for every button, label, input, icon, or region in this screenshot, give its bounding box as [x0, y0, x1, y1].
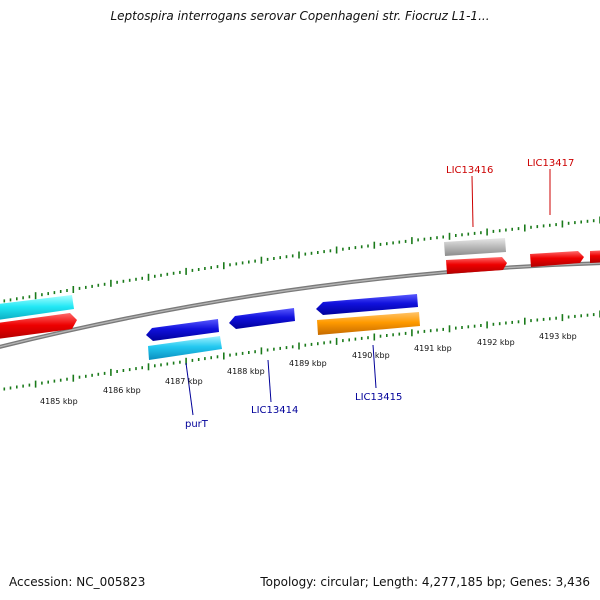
kbp-label: 4185 kbp — [40, 397, 78, 406]
gene-feature[interactable] — [446, 257, 507, 274]
topology-label: Topology: circular; Length: 4,277,185 bp… — [260, 575, 590, 589]
gene-feature[interactable] — [0, 295, 74, 321]
gene-label-purt[interactable]: purT — [185, 419, 209, 430]
kbp-label: 4193 kbp — [539, 332, 577, 341]
gene-feature[interactable] — [229, 308, 295, 329]
kbp-label: 4191 kbp — [414, 344, 452, 353]
kbp-label: 4192 kbp — [477, 338, 515, 347]
gene-feature[interactable] — [590, 250, 600, 263]
gene-feature[interactable] — [146, 319, 219, 341]
gene-feature[interactable] — [530, 251, 584, 267]
pointer-line — [372, 344, 377, 389]
scale-labels: 4185 kbp 4186 kbp 4187 kbp 4188 kbp 4189… — [40, 332, 577, 406]
gene-feature[interactable] — [316, 294, 418, 315]
gene-label-lic13414[interactable]: LIC13414 — [251, 405, 298, 416]
outer-tick-row — [3, 216, 600, 303]
kbp-label: 4190 kbp — [352, 351, 390, 360]
gene-feature[interactable] — [444, 238, 506, 256]
pointer-line — [267, 359, 272, 403]
gene-feature[interactable] — [317, 312, 420, 335]
gene-label-lic13417[interactable]: LIC13417 — [527, 158, 574, 169]
kbp-label: 4188 kbp — [227, 367, 265, 376]
map-title: Leptospira interrogans serovar Copenhage… — [110, 9, 490, 23]
pointer-line — [185, 362, 194, 416]
forward-strand-features — [0, 238, 600, 340]
gene-feature[interactable] — [0, 313, 77, 340]
reverse-strand-features — [146, 294, 420, 360]
gene-feature[interactable] — [148, 336, 222, 360]
kbp-label: 4187 kbp — [165, 377, 203, 386]
accession-label: Accession: NC_005823 — [9, 575, 146, 589]
gene-labels: LIC13416 LIC13417 purT LIC13414 LIC13415 — [185, 158, 574, 430]
gene-label-lic13415[interactable]: LIC13415 — [355, 392, 402, 403]
kbp-label: 4186 kbp — [103, 386, 141, 395]
genome-backbone — [0, 261, 600, 349]
kbp-label: 4189 kbp — [289, 359, 327, 368]
inner-tick-row — [3, 310, 600, 391]
pointer-line — [471, 175, 474, 228]
gene-label-lic13416[interactable]: LIC13416 — [446, 165, 493, 176]
